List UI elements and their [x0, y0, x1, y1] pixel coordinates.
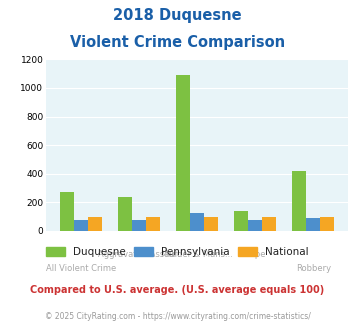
Text: All Violent Crime: All Violent Crime — [46, 264, 116, 273]
Text: Murder & Mans...: Murder & Mans... — [161, 250, 233, 259]
Bar — [204, 217, 218, 231]
Bar — [176, 75, 190, 231]
Text: Compared to U.S. average. (U.S. average equals 100): Compared to U.S. average. (U.S. average … — [31, 285, 324, 295]
Bar — [262, 217, 276, 231]
Bar — [88, 217, 102, 231]
Bar — [146, 217, 160, 231]
Bar — [74, 219, 88, 231]
Bar — [132, 220, 146, 231]
Bar — [118, 197, 132, 231]
Text: Rape: Rape — [244, 250, 266, 259]
Bar — [60, 192, 74, 231]
Text: Violent Crime Comparison: Violent Crime Comparison — [70, 35, 285, 50]
Bar — [248, 220, 262, 231]
Bar — [190, 213, 204, 231]
Text: 2018 Duquesne: 2018 Duquesne — [113, 8, 242, 23]
Legend: Duquesne, Pennsylvania, National: Duquesne, Pennsylvania, National — [43, 244, 312, 260]
Text: © 2025 CityRating.com - https://www.cityrating.com/crime-statistics/: © 2025 CityRating.com - https://www.city… — [45, 312, 310, 321]
Bar — [234, 211, 248, 231]
Bar — [320, 217, 334, 231]
Bar — [306, 218, 320, 231]
Text: Robbery: Robbery — [296, 264, 331, 273]
Bar — [292, 171, 306, 231]
Text: Aggravated Assault: Aggravated Assault — [98, 250, 180, 259]
